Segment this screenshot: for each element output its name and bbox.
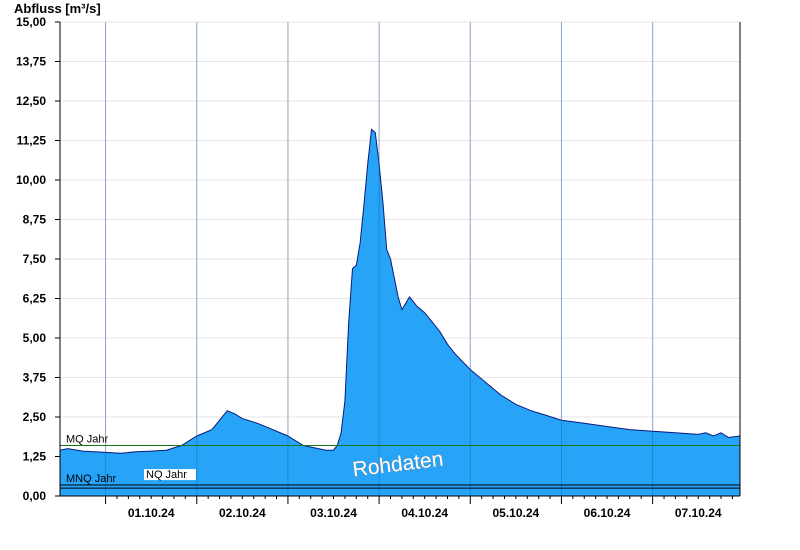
x-tick-label: 02.10.24 [219,506,266,520]
y-tick-label: 2,50 [23,410,47,424]
y-tick-label: 10,00 [16,173,46,187]
y-tick-label: 11,25 [17,134,47,148]
y-axis-title: Abfluss [m³/s] [14,1,101,16]
y-tick-label: 3,75 [23,371,47,385]
y-tick-label: 6,25 [23,292,47,306]
y-tick-label: 7,50 [23,252,47,266]
x-tick-label: 04.10.24 [401,506,448,520]
y-tick-label: 5,00 [23,331,47,345]
y-tick-label: 8,75 [23,213,47,227]
reference-line-label: MQ Jahr [66,433,109,445]
y-tick-label: 15,00 [16,15,46,29]
plot-area [59,22,741,496]
reference-lines: MQ Jahr MNQ Jahr NQ Jahr [60,433,740,489]
x-tick-label: 05.10.24 [493,506,540,520]
y-tick-label: 1,25 [23,450,47,464]
axes: 0,00 1,25 2,50 3,75 5,00 6,25 7,50 8,75 10,00 11,… [16,15,741,520]
x-tick-label: 01.10.24 [128,506,175,520]
x-tick-label: 06.10.24 [584,506,631,520]
reference-line-label: NQ Jahr [146,469,187,481]
x-tick-label: 03.10.24 [310,506,357,520]
y-tick-label: 12,50 [16,94,46,108]
y-tick-label: 0,00 [23,489,47,503]
discharge-line [59,128,741,454]
reference-label-background [144,469,196,481]
reference-line-label: MNQ Jahr [66,473,116,485]
discharge-area [60,129,740,496]
x-tick-label: 07.10.24 [675,506,722,520]
y-tick-label: 13,75 [16,55,46,69]
